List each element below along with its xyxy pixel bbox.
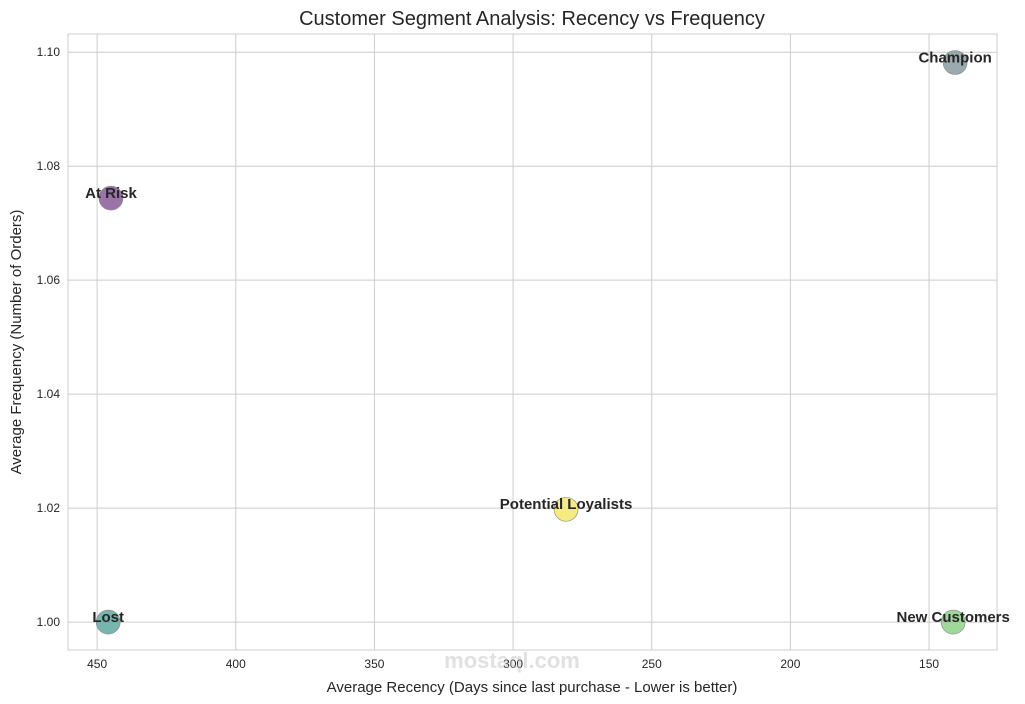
y-axis-label: Average Frequency (Number of Orders) — [8, 210, 25, 475]
plot-area — [67, 33, 998, 651]
data-point — [942, 50, 968, 75]
data-point — [95, 609, 121, 635]
y-tick-label: 1.00 — [37, 615, 61, 629]
data-point — [553, 496, 579, 522]
chart-title: Customer Segment Analysis: Recency vs Fr… — [299, 8, 765, 30]
y-tick-label: 1.08 — [37, 159, 61, 173]
data-point — [940, 609, 966, 635]
y-tick-label: 1.06 — [37, 273, 61, 287]
data-point — [98, 185, 124, 211]
x-tick-label: 200 — [780, 657, 800, 671]
y-tick-label: 1.04 — [37, 387, 61, 401]
x-tick-label: 350 — [364, 657, 384, 671]
point-label: Potential Loyalists — [500, 496, 633, 513]
point-label: Champion — [918, 49, 991, 66]
y-tick-label: 1.10 — [37, 45, 61, 59]
x-axis-label: Average Recency (Days since last purchas… — [327, 679, 738, 696]
watermark: mostaql.com — [444, 648, 580, 673]
point-label: At Risk — [85, 185, 137, 202]
x-tick-label: 400 — [226, 657, 246, 671]
y-tick-label: 1.02 — [37, 501, 61, 515]
point-label: Lost — [92, 609, 124, 626]
x-tick-label: 250 — [642, 657, 662, 671]
point-label: New Customers — [896, 609, 1009, 626]
x-tick-label: 300 — [503, 657, 523, 671]
x-tick-label: 150 — [919, 657, 939, 671]
x-tick-label: 450 — [87, 657, 107, 671]
